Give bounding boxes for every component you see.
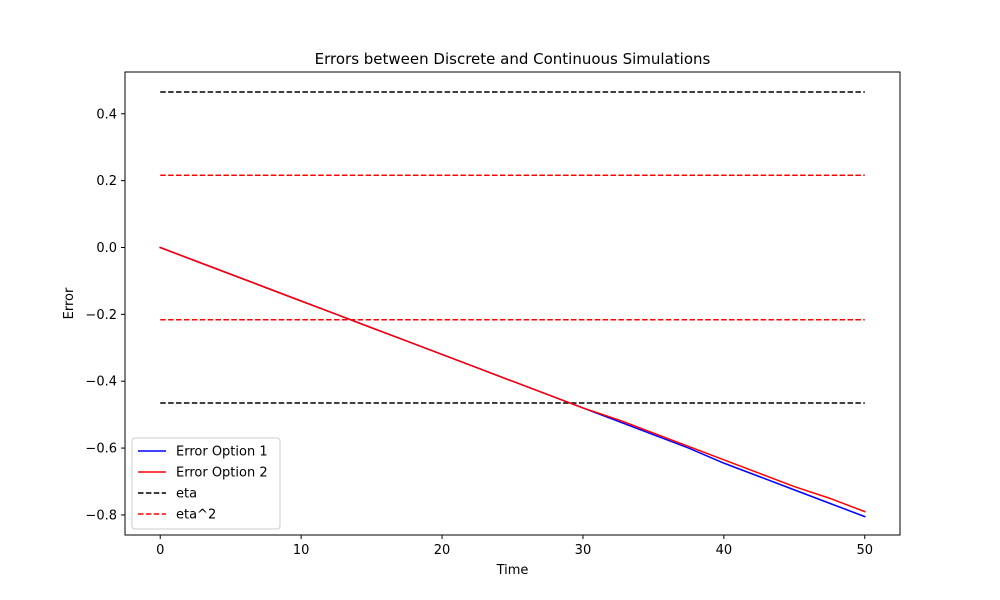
legend-label: Error Option 1 [176,445,268,460]
x-tick-label: 30 [575,543,592,558]
x-tick-label: 50 [856,543,873,558]
x-tick-label: 10 [293,543,310,558]
y-tick-label: 0.2 [96,174,117,189]
series-lines [159,246,866,518]
legend-label: Error Option 2 [176,466,268,481]
y-axis-ticks: −0.8 −0.6 −0.4 −0.2 0.0 0.2 0.4 [85,107,125,523]
chart-title: Errors between Discrete and Continuous S… [315,50,711,68]
x-tick-label: 40 [716,543,733,558]
legend-label: eta^2 [176,508,216,523]
x-tick-label: 20 [434,543,451,558]
y-tick-label: −0.8 [85,508,117,523]
y-tick-label: −0.6 [85,442,117,457]
y-tick-label: 0.0 [96,241,117,256]
series-line-2 [159,246,866,513]
legend-box [131,437,281,530]
legend-label: eta [176,487,197,502]
plot-frame [124,71,901,536]
x-tick-label: 0 [156,543,164,558]
legend: Error Option 1 Error Option 2 eta eta^2 [131,437,281,530]
reference-lines [160,91,865,404]
x-axis-ticks: 0 10 20 30 40 50 [156,535,873,558]
y-tick-label: −0.4 [85,375,117,390]
y-tick-label: 0.4 [96,107,117,122]
y-axis-label: Error [62,287,77,319]
x-axis-label: Time [496,563,529,578]
y-tick-label: −0.2 [85,308,117,323]
